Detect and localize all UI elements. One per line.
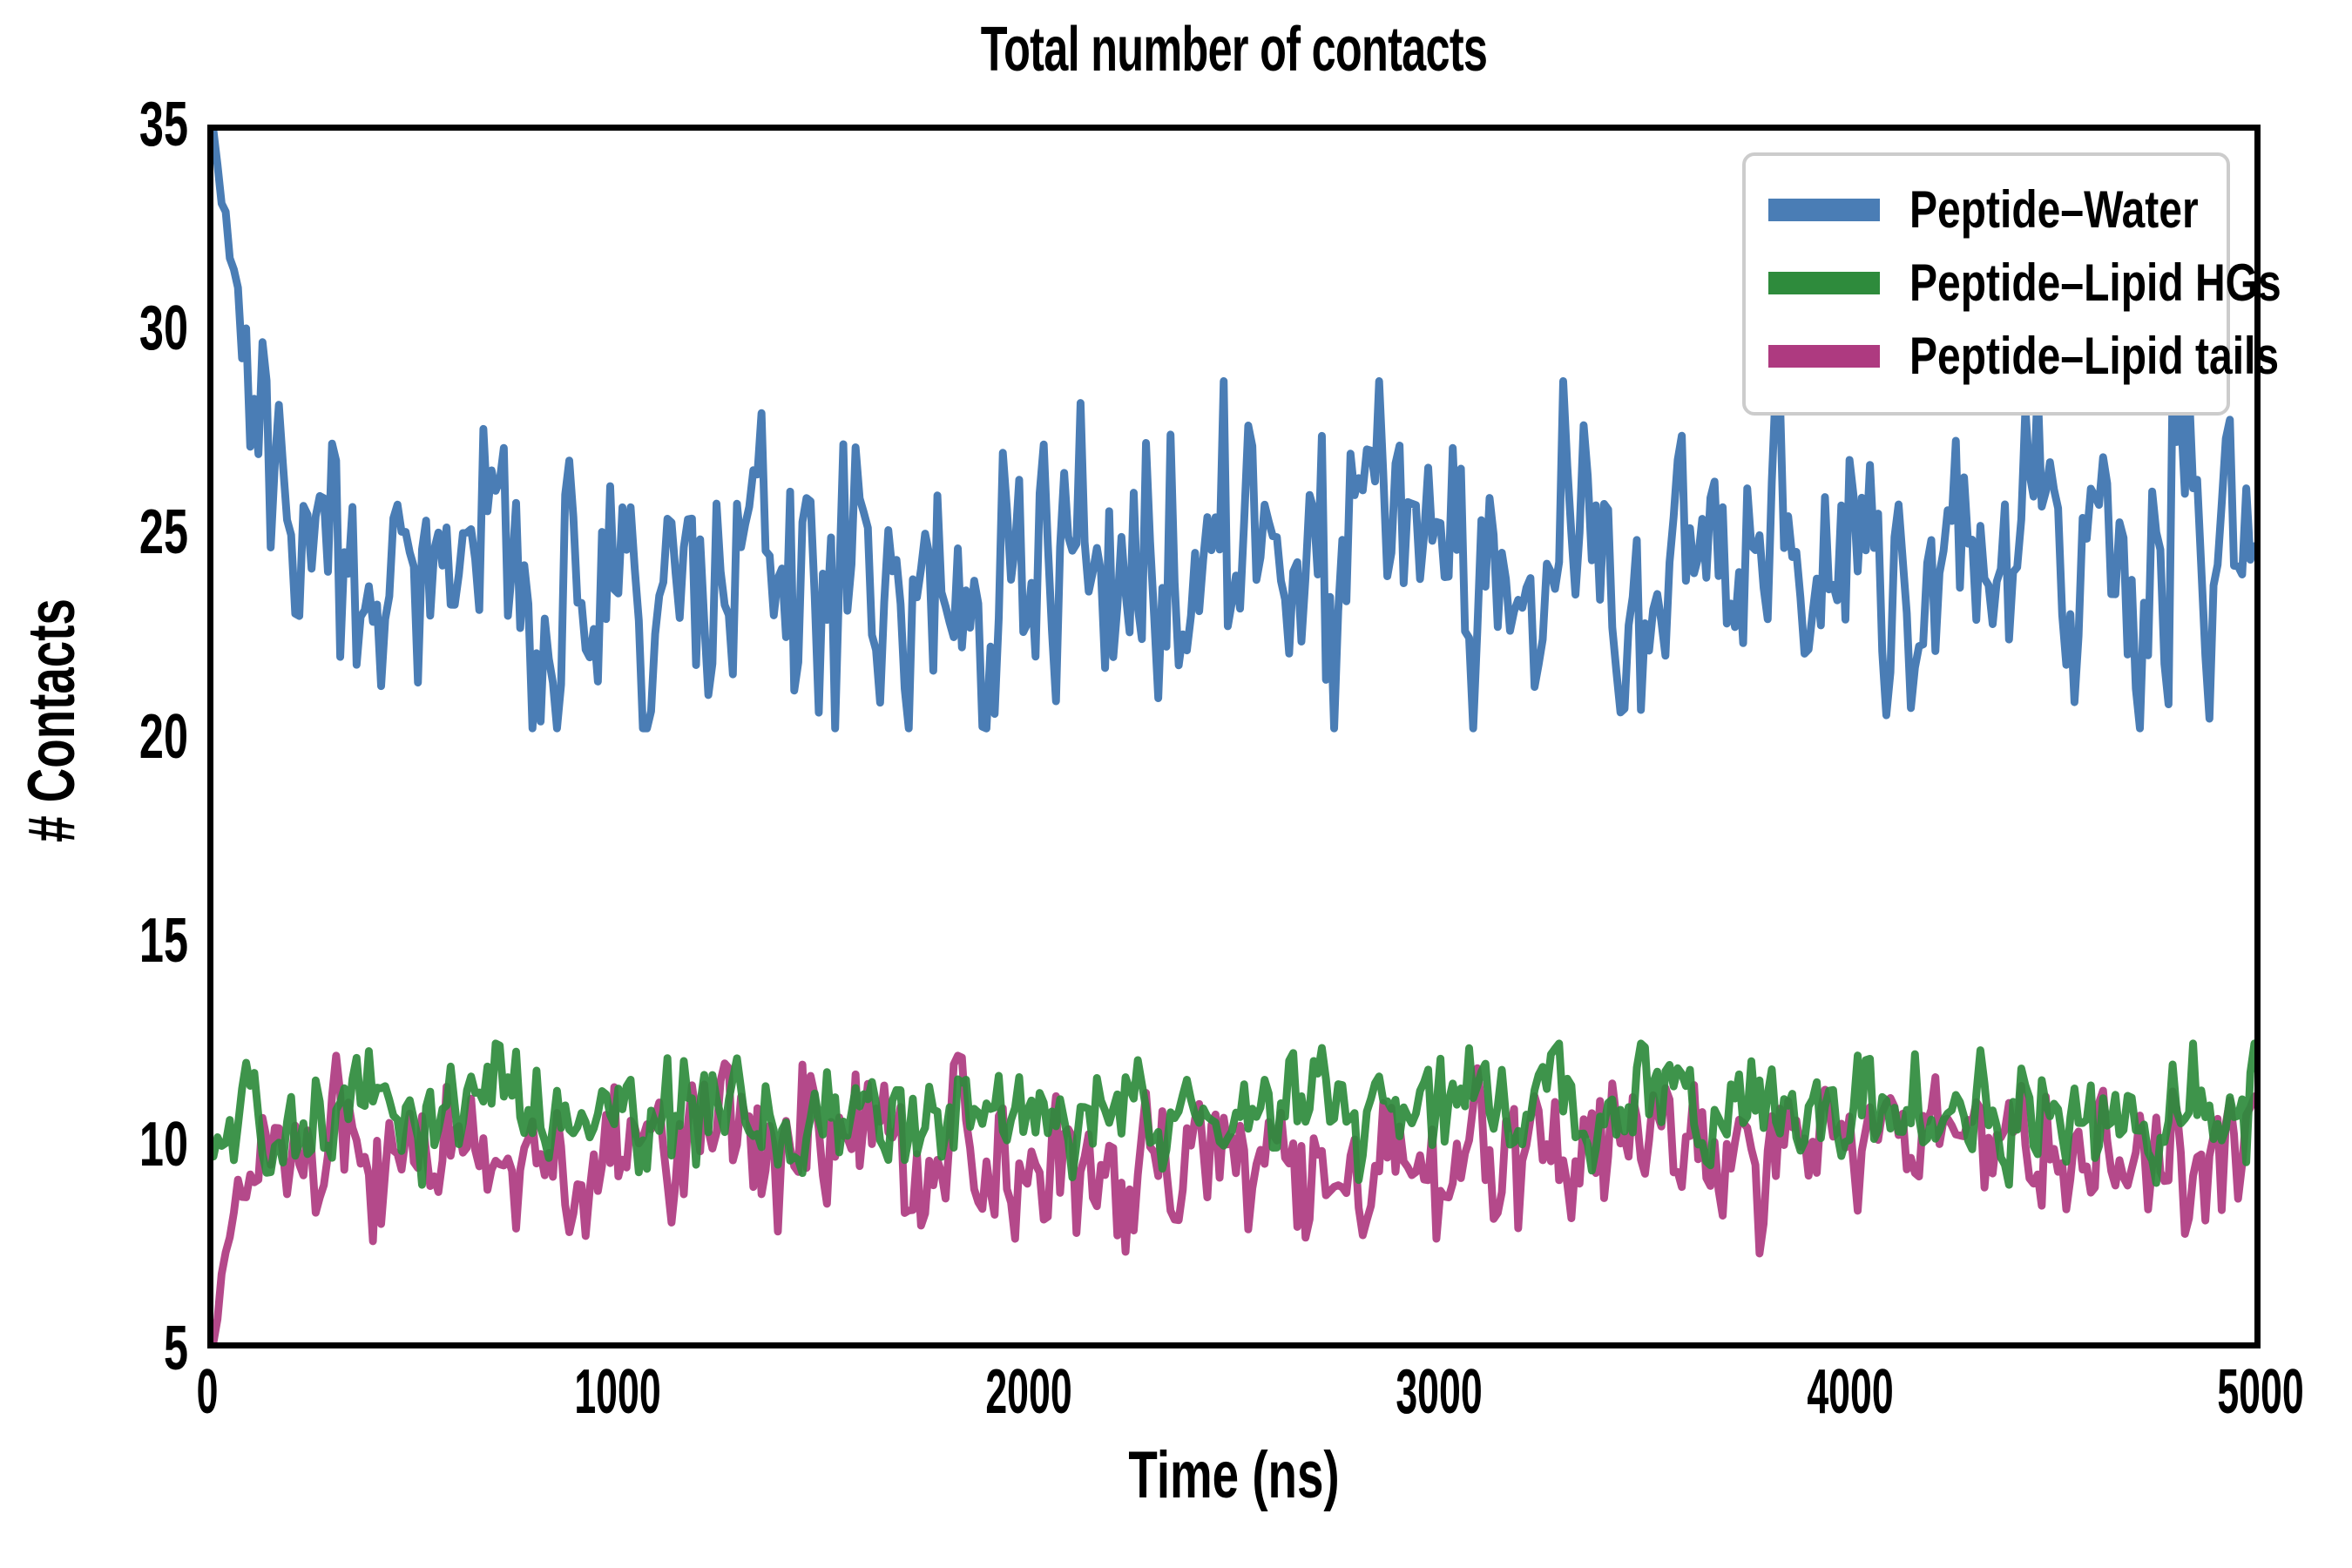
legend-box: Peptide–Water Peptide–Lipid HGs Peptide–Li… [1742,152,2281,416]
legend-item-2[interactable]: Peptide–Lipid tails [1768,320,2279,393]
y-tick-label-5: 5 [163,1314,188,1383]
y-tick-label-15: 15 [139,906,188,976]
x-tick-label-0: 0 [196,1357,219,1427]
series-line-peptide-lipid-hgs [213,1039,2254,1189]
x-tick-label-1000: 1000 [574,1357,661,1427]
x-tick-label-4000: 4000 [1807,1357,1894,1427]
series-line-peptide-lipid-tails [213,1051,2254,1342]
legend-label-1: Peptide–Lipid HGs [1909,253,2281,312]
x-tick-label-2000: 2000 [985,1357,1072,1427]
legend-swatch-icon-0 [1768,199,1880,221]
series-canvas [213,131,2254,1342]
x-axis-label: Time (ns) [1128,1438,1340,1512]
y-tick-label-20: 20 [139,702,188,772]
legend-item-1[interactable]: Peptide–Lipid HGs [1768,247,2281,320]
y-tick-label-25: 25 [139,497,188,567]
legend-label-2: Peptide–Lipid tails [1909,327,2280,385]
legend-swatch-icon-2 [1768,345,1880,368]
x-tick-label-5000: 5000 [2217,1357,2304,1427]
y-tick-label-30: 30 [139,294,188,363]
series-line-peptide-water [213,131,2254,733]
legend-label-0: Peptide–Water [1909,180,2199,239]
y-tick-label-35: 35 [139,90,188,159]
y-tick-label-10: 10 [139,1110,188,1179]
chart-title: Total number of contacts [980,15,1488,84]
x-tick-label-3000: 3000 [1396,1357,1483,1427]
legend-swatch-icon-1 [1768,272,1880,294]
legend-item-0[interactable]: Peptide–Water [1768,173,2204,247]
